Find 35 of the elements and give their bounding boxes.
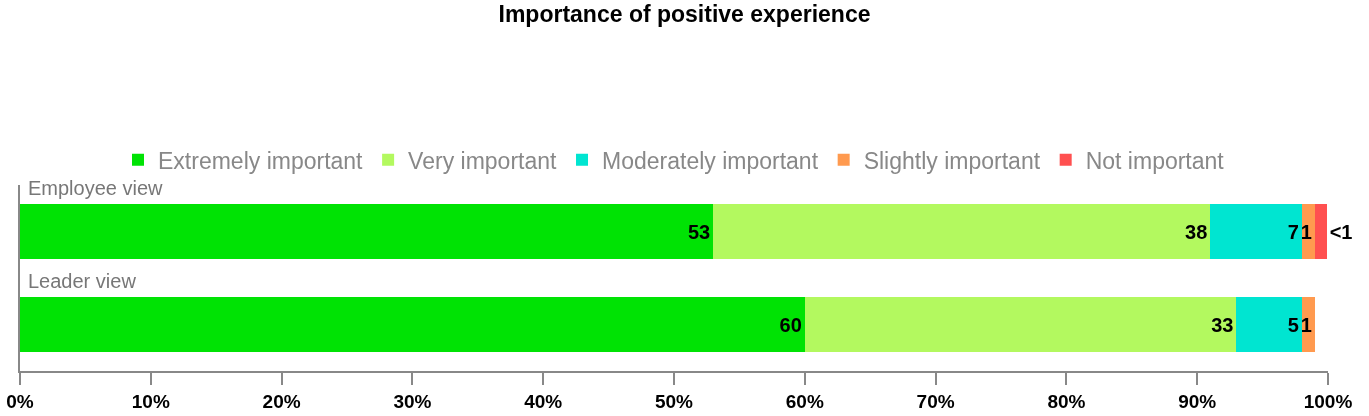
legend-label: Slightly important xyxy=(863,147,1041,174)
y-tick-label: Leader view xyxy=(28,270,137,292)
data-label: 60 xyxy=(779,313,802,336)
y-tick-label: Employee view xyxy=(28,177,164,199)
x-tick-label: 70% xyxy=(916,390,955,412)
legend-label: Extremely important xyxy=(158,147,364,174)
x-tick-label: 50% xyxy=(654,390,694,412)
bar xyxy=(1236,296,1302,353)
data-label: 5 xyxy=(1287,313,1299,336)
x-tick-label: 10% xyxy=(131,390,170,412)
x-tick-label: 40% xyxy=(524,390,563,412)
bar xyxy=(20,296,805,353)
x-tick-label: 90% xyxy=(1178,390,1217,412)
bar xyxy=(1210,203,1302,260)
legend-label: Moderately important xyxy=(602,147,819,174)
x-tick-label: 60% xyxy=(785,390,824,412)
bar xyxy=(804,296,1237,353)
x-tick-label: 100% xyxy=(1303,390,1353,412)
x-tick-label: 30% xyxy=(393,390,432,412)
data-label: 1 xyxy=(1300,220,1312,243)
legend-label: Very important xyxy=(408,147,558,174)
data-label: 1 xyxy=(1300,313,1312,336)
chart-title: Importance of positive experience xyxy=(498,1,871,28)
bar xyxy=(713,203,1211,260)
x-tick-label: 20% xyxy=(262,390,301,412)
data-label: 33 xyxy=(1211,313,1234,336)
data-label: 53 xyxy=(687,220,711,243)
data-label: 38 xyxy=(1185,220,1208,243)
x-tick-label: 0% xyxy=(6,390,34,412)
bar xyxy=(20,203,714,260)
x-tick-label: 80% xyxy=(1047,390,1086,412)
legend-label: Not important xyxy=(1085,147,1225,174)
data-label: <1 xyxy=(1329,220,1353,243)
data-label: 7 xyxy=(1287,220,1299,243)
bar xyxy=(1314,203,1327,260)
